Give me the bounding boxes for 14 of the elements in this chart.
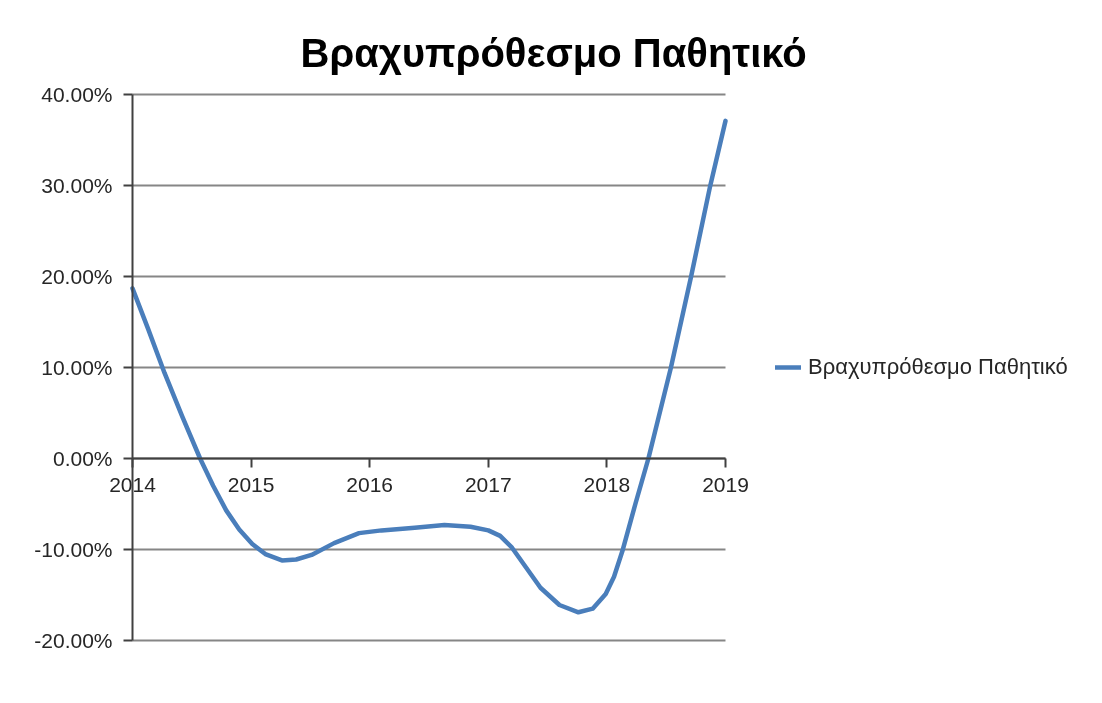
y-tick-label: -10.00% [34,538,113,561]
y-tick-label: 0.00% [52,447,113,470]
y-tick-label: 40.00% [41,83,113,106]
y-tick-label: 10.00% [41,356,113,379]
y-tick-label: -20.00% [34,629,113,652]
legend-label: Βραχυπρόθεσμο Παθητικό [808,354,1068,380]
x-tick-label: 2015 [227,472,275,496]
x-tick-label: 2016 [346,472,394,496]
y-tick-label: 30.00% [41,174,113,197]
x-tick-label: 2019 [702,472,749,496]
y-tick-label: 20.00% [41,265,113,288]
chart-title: Βραχυπρόθεσμο Παθητικό [300,30,807,75]
x-tick-label: 2017 [464,472,512,496]
x-tick-label: 2018 [583,472,631,496]
